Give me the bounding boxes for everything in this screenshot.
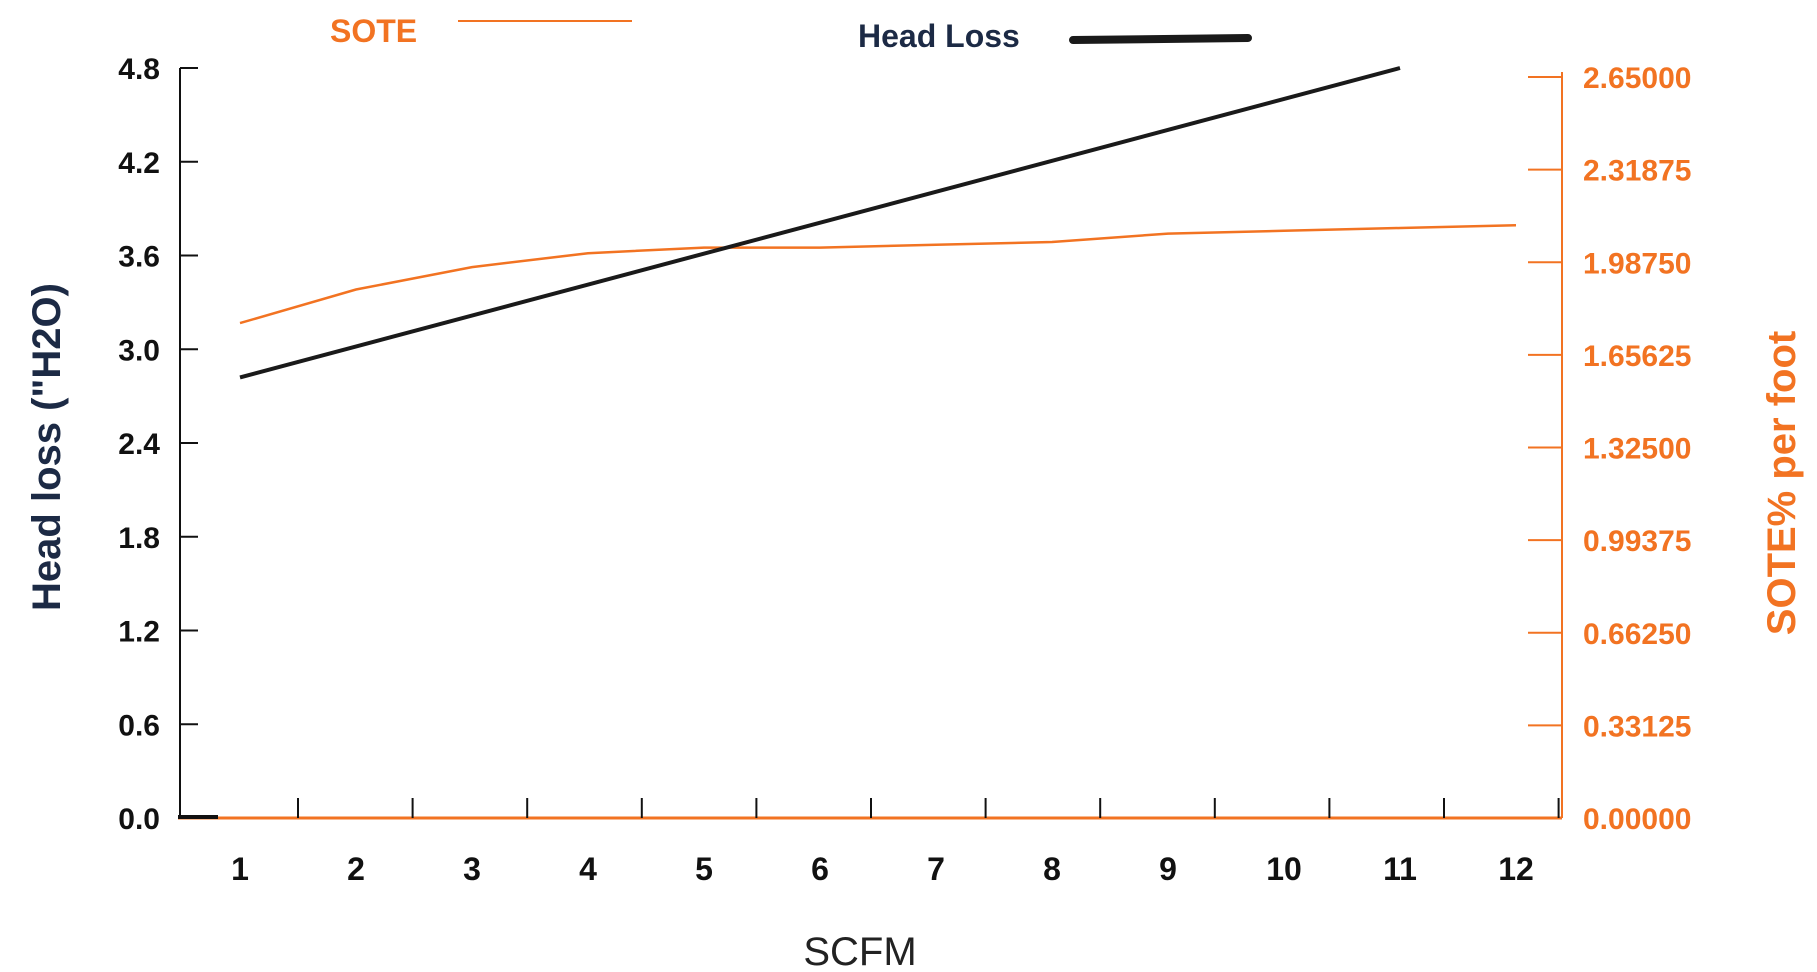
right-axis-ticks: 0.00000 0.33125 0.66250 0.99375 1.32500 1.656…: [1528, 62, 1691, 836]
right-tick-label: 2.65000: [1583, 62, 1691, 95]
left-axis-title: Head loss ("H2O): [25, 283, 69, 611]
right-tick-label: 0.33125: [1583, 710, 1691, 743]
left-tick-label: 4.2: [118, 147, 160, 180]
legend: SOTE Head Loss: [330, 13, 1252, 54]
x-tick-label: 2: [347, 851, 365, 887]
x-tick-label: 9: [1159, 851, 1177, 887]
x-tick-label: 4: [579, 851, 597, 887]
x-axis-ticks: 1 2 3 4 5 6 7 8 9 10 11 12: [231, 798, 1560, 887]
right-tick-label: 1.65625: [1583, 340, 1691, 373]
x-tick-label: 7: [927, 851, 945, 887]
x-tick-label: 6: [811, 851, 829, 887]
x-tick-label: 5: [695, 851, 713, 887]
legend-label-sote: SOTE: [330, 13, 417, 49]
left-tick-label: 3.0: [118, 334, 160, 367]
right-tick-label: 0.99375: [1583, 525, 1691, 558]
x-axis-title: SCFM: [803, 930, 916, 972]
right-tick-label: 1.32500: [1583, 433, 1691, 466]
right-tick-label: 2.31875: [1583, 155, 1691, 188]
x-tick-label: 8: [1043, 851, 1061, 887]
right-tick-label: 1.98750: [1583, 247, 1691, 280]
right-axis-title: SOTE% per foot: [1760, 331, 1804, 635]
legend-swatch-head-loss: [1069, 34, 1252, 44]
left-axis-ticks: 0.0 0.6 1.2 1.8 2.4 3.0 3.6 4.2 4.8: [118, 53, 198, 836]
left-tick-label: 1.2: [118, 616, 160, 649]
right-tick-label: 0.00000: [1583, 803, 1691, 836]
x-tick-label: 3: [463, 851, 481, 887]
x-tick-label: 1: [231, 851, 249, 887]
left-tick-label: 3.6: [118, 241, 160, 274]
left-tick-label: 0.6: [118, 709, 160, 742]
left-tick-label: 1.8: [118, 522, 160, 555]
right-tick-label: 0.66250: [1583, 618, 1691, 651]
left-tick-label: 2.4: [118, 428, 160, 461]
series-line-head-loss: [239, 66, 1401, 380]
x-tick-label: 11: [1383, 851, 1417, 887]
series-line-sote: [239, 223, 1517, 325]
x-tick-label: 10: [1266, 851, 1302, 887]
left-tick-label: 4.8: [118, 53, 160, 86]
legend-label-head-loss: Head Loss: [858, 18, 1020, 54]
x-tick-label: 12: [1498, 851, 1534, 887]
left-tick-label: 0.0: [118, 803, 160, 836]
